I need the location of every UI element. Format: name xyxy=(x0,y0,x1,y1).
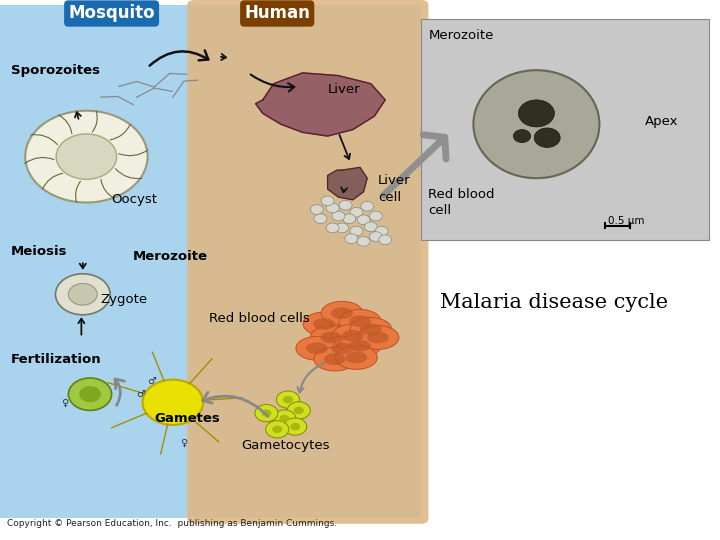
Circle shape xyxy=(379,235,392,245)
Text: Apex: Apex xyxy=(644,115,678,128)
Ellipse shape xyxy=(339,309,381,333)
Circle shape xyxy=(68,284,97,305)
Circle shape xyxy=(266,421,289,438)
Polygon shape xyxy=(256,73,385,136)
Circle shape xyxy=(294,407,304,414)
Ellipse shape xyxy=(336,346,377,369)
Ellipse shape xyxy=(296,336,338,360)
Text: Merozoite: Merozoite xyxy=(133,250,208,263)
Circle shape xyxy=(68,378,112,410)
Circle shape xyxy=(326,223,339,233)
Circle shape xyxy=(287,402,310,419)
Ellipse shape xyxy=(320,332,342,343)
Circle shape xyxy=(279,415,289,422)
Bar xyxy=(0,5,421,518)
FancyBboxPatch shape xyxy=(187,0,428,524)
Ellipse shape xyxy=(331,307,353,319)
Circle shape xyxy=(350,226,363,236)
Ellipse shape xyxy=(357,326,399,349)
Circle shape xyxy=(314,214,327,224)
Circle shape xyxy=(375,226,388,236)
Circle shape xyxy=(255,404,278,422)
Ellipse shape xyxy=(350,318,392,341)
Circle shape xyxy=(276,391,300,408)
Text: 0.5 μm: 0.5 μm xyxy=(608,217,645,226)
Ellipse shape xyxy=(332,324,374,348)
Text: ♀: ♀ xyxy=(61,397,68,407)
Text: ♂: ♂ xyxy=(136,389,145,399)
Text: cell: cell xyxy=(428,204,451,217)
Text: Zygote: Zygote xyxy=(101,293,148,306)
Ellipse shape xyxy=(360,323,382,335)
Text: Meiosis: Meiosis xyxy=(11,245,67,258)
Circle shape xyxy=(332,211,345,221)
Circle shape xyxy=(326,203,339,213)
Ellipse shape xyxy=(314,347,356,371)
Circle shape xyxy=(143,380,203,425)
Ellipse shape xyxy=(331,342,353,354)
Ellipse shape xyxy=(474,70,599,178)
Bar xyxy=(421,5,720,518)
Text: Human: Human xyxy=(244,4,310,23)
Text: Mosquito: Mosquito xyxy=(68,4,155,23)
Circle shape xyxy=(361,201,374,211)
Ellipse shape xyxy=(321,301,363,325)
Circle shape xyxy=(336,223,348,233)
Circle shape xyxy=(321,196,334,206)
Text: Oocyst: Oocyst xyxy=(112,193,158,206)
Circle shape xyxy=(272,426,282,433)
Text: Malaria disease cycle: Malaria disease cycle xyxy=(441,293,668,312)
Circle shape xyxy=(369,232,382,241)
Ellipse shape xyxy=(324,353,346,365)
Text: cell: cell xyxy=(378,191,401,204)
Ellipse shape xyxy=(310,326,352,349)
Circle shape xyxy=(290,423,300,430)
Text: Liver: Liver xyxy=(328,83,360,96)
Circle shape xyxy=(350,207,363,217)
Circle shape xyxy=(55,274,110,315)
Ellipse shape xyxy=(349,315,371,327)
Circle shape xyxy=(345,234,358,244)
Text: Red blood cells: Red blood cells xyxy=(209,312,310,325)
Circle shape xyxy=(284,418,307,435)
Polygon shape xyxy=(328,167,367,200)
Text: Red blood: Red blood xyxy=(428,188,495,201)
Text: Copyright © Pearson Education, Inc.  publishing as Benjamin Cummings.: Copyright © Pearson Education, Inc. publ… xyxy=(7,519,338,528)
Text: ♀: ♀ xyxy=(180,438,187,448)
Circle shape xyxy=(513,130,531,143)
Ellipse shape xyxy=(349,340,371,352)
Ellipse shape xyxy=(342,330,364,342)
Circle shape xyxy=(364,222,377,232)
Ellipse shape xyxy=(339,334,381,357)
Text: Merozoite: Merozoite xyxy=(428,29,494,42)
Circle shape xyxy=(283,396,293,403)
Circle shape xyxy=(261,409,271,417)
Circle shape xyxy=(56,134,117,179)
Circle shape xyxy=(339,200,352,210)
Circle shape xyxy=(534,128,560,147)
Circle shape xyxy=(79,386,101,402)
Ellipse shape xyxy=(346,352,367,363)
Ellipse shape xyxy=(367,332,389,343)
Text: Liver: Liver xyxy=(378,174,410,187)
Circle shape xyxy=(357,215,370,225)
Text: Gametes: Gametes xyxy=(155,412,220,425)
Ellipse shape xyxy=(321,336,363,360)
Ellipse shape xyxy=(306,342,328,354)
Circle shape xyxy=(25,111,148,202)
Circle shape xyxy=(273,410,296,427)
Ellipse shape xyxy=(303,312,345,336)
Text: Gametocytes: Gametocytes xyxy=(241,439,330,452)
Text: Sporozoites: Sporozoites xyxy=(11,64,100,77)
Circle shape xyxy=(369,211,382,221)
Bar xyxy=(421,19,709,240)
Ellipse shape xyxy=(313,318,335,330)
Text: Fertilization: Fertilization xyxy=(11,353,102,366)
Circle shape xyxy=(518,100,554,127)
Circle shape xyxy=(343,214,356,224)
Text: ♂: ♂ xyxy=(147,376,156,386)
Circle shape xyxy=(357,237,370,246)
Circle shape xyxy=(310,205,323,214)
